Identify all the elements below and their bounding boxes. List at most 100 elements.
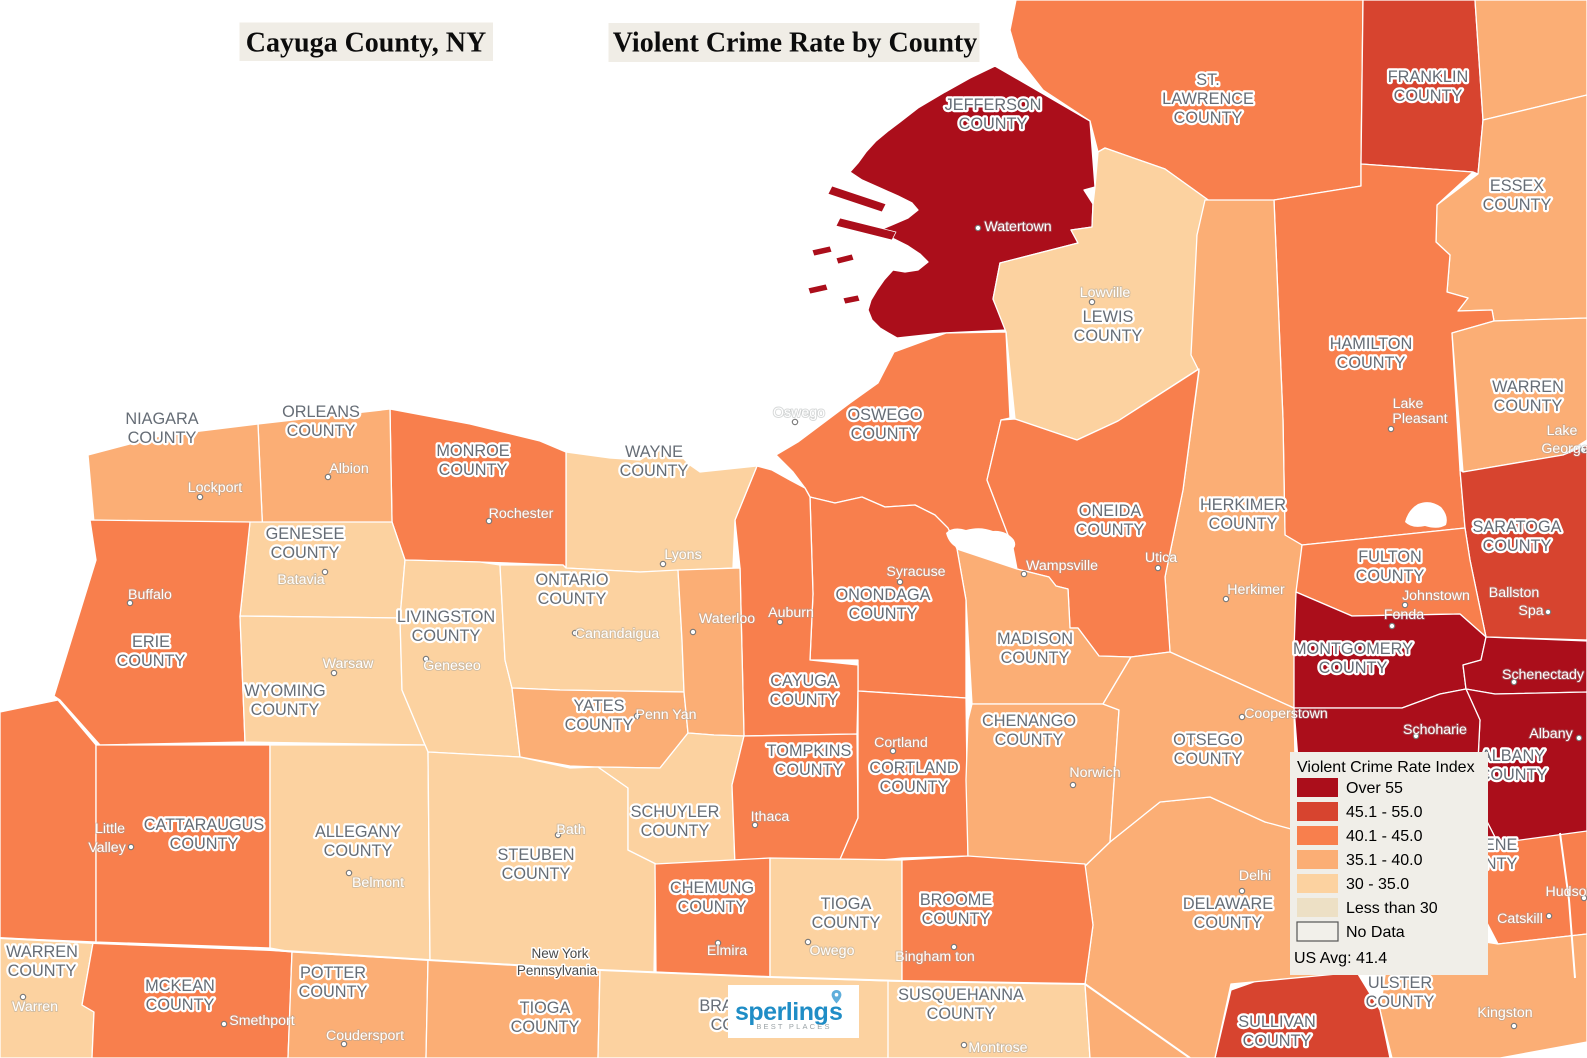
svg-text:ONONDAGA: ONONDAGA <box>836 586 931 604</box>
svg-text:COUNTY: COUNTY <box>995 731 1064 749</box>
svg-text:Violent Crime Rate by County: Violent Crime Rate by County <box>613 28 977 59</box>
svg-text:COUNTY: COUNTY <box>1076 521 1145 539</box>
svg-text:COUNTY: COUNTY <box>502 865 571 883</box>
svg-text:COUNTY: COUNTY <box>1479 766 1548 784</box>
svg-text:Over 55: Over 55 <box>1346 780 1403 797</box>
svg-text:Penn Yan: Penn Yan <box>635 707 696 723</box>
svg-text:Warsaw: Warsaw <box>323 656 374 672</box>
svg-text:Ballston: Ballston <box>1489 585 1539 601</box>
svg-text:Catskill: Catskill <box>1497 911 1543 927</box>
svg-text:LEWIS: LEWIS <box>1083 308 1134 326</box>
svg-text:New York: New York <box>531 946 588 961</box>
svg-text:ONEIDA: ONEIDA <box>1079 502 1142 520</box>
svg-text:COUNTY: COUNTY <box>1174 109 1243 127</box>
svg-text:COUNTY: COUNTY <box>1074 327 1143 345</box>
svg-text:WAYNE: WAYNE <box>625 443 683 461</box>
svg-text:ERIE: ERIE <box>132 633 170 651</box>
svg-text:ST.: ST. <box>1196 71 1220 89</box>
svg-text:COUNTY: COUNTY <box>271 544 340 562</box>
svg-text:Smethport: Smethport <box>229 1013 295 1029</box>
svg-text:COUNTY: COUNTY <box>287 422 356 440</box>
svg-text:MONROE: MONROE <box>436 442 509 460</box>
svg-text:ORLEANS: ORLEANS <box>282 403 360 421</box>
svg-text:Oswego: Oswego <box>773 405 825 421</box>
svg-text:s: s <box>829 998 843 1026</box>
svg-text:MCKEAN: MCKEAN <box>145 977 215 995</box>
svg-text:COUNTY: COUNTY <box>439 461 508 479</box>
svg-text:George: George <box>1541 441 1587 457</box>
svg-text:CHEMUNG: CHEMUNG <box>670 879 754 897</box>
svg-text:Rochester: Rochester <box>489 506 554 522</box>
svg-text:COUNTY: COUNTY <box>1394 87 1463 105</box>
svg-text:Kingston: Kingston <box>1477 1005 1532 1021</box>
svg-text:ULSTER: ULSTER <box>1368 974 1432 992</box>
svg-text:COUNTY: COUNTY <box>1243 1032 1312 1050</box>
svg-text:FULTON: FULTON <box>1358 548 1422 566</box>
svg-text:Albion: Albion <box>329 461 368 477</box>
svg-text:Spa: Spa <box>1518 603 1543 619</box>
svg-text:COUNTY: COUNTY <box>1337 354 1406 372</box>
svg-text:STEUBEN: STEUBEN <box>498 846 575 864</box>
svg-text:COUNTY: COUNTY <box>641 822 710 840</box>
svg-text:COUNTY: COUNTY <box>880 778 949 796</box>
svg-text:NIAGARA: NIAGARA <box>125 410 198 428</box>
svg-text:ESSEX: ESSEX <box>1490 177 1544 195</box>
svg-text:Ithaca: Ithaca <box>751 809 790 825</box>
svg-text:CATTARAUGUS: CATTARAUGUS <box>144 816 265 834</box>
svg-text:SARATOGA: SARATOGA <box>1473 518 1562 536</box>
svg-text:40.1 - 45.0: 40.1 - 45.0 <box>1346 828 1423 845</box>
svg-text:DELAWARE: DELAWARE <box>1183 895 1273 913</box>
svg-text:sperling: sperling <box>735 998 828 1026</box>
svg-text:WARREN: WARREN <box>6 943 78 961</box>
svg-text:35.1 - 40.0: 35.1 - 40.0 <box>1346 852 1423 869</box>
svg-text:Bingham ton: Bingham ton <box>895 949 975 965</box>
svg-text:ALLEGANY: ALLEGANY <box>315 823 401 841</box>
svg-text:Waterloo: Waterloo <box>699 611 755 627</box>
svg-text:COUNTY: COUNTY <box>1174 750 1243 768</box>
svg-text:Elmira: Elmira <box>707 943 747 959</box>
svg-text:YATES: YATES <box>574 697 625 715</box>
svg-text:SUSQUEHANNA: SUSQUEHANNA <box>898 986 1024 1004</box>
svg-text:COUNTY: COUNTY <box>299 983 368 1001</box>
svg-text:Albany: Albany <box>1529 726 1573 742</box>
svg-text:COUNTY: COUNTY <box>251 701 320 719</box>
svg-text:COUNTY: COUNTY <box>146 996 215 1014</box>
svg-text:FRANKLIN: FRANKLIN <box>1388 68 1469 86</box>
svg-text:COUNTY: COUNTY <box>812 914 881 932</box>
svg-text:Fonda: Fonda <box>1384 607 1424 623</box>
svg-text:HAMILTON: HAMILTON <box>1330 335 1413 353</box>
svg-text:COUNTY: COUNTY <box>1209 515 1278 533</box>
svg-text:Lyons: Lyons <box>664 547 701 563</box>
svg-text:Delhi: Delhi <box>1239 868 1271 884</box>
svg-text:Little: Little <box>95 821 125 837</box>
svg-text:ONTARIO: ONTARIO <box>536 571 609 589</box>
svg-text:COUNTY: COUNTY <box>678 898 747 916</box>
svg-text:Owego: Owego <box>810 943 855 959</box>
svg-text:COUNTY: COUNTY <box>1356 567 1425 585</box>
svg-text:COUNTY: COUNTY <box>922 910 991 928</box>
svg-text:COUNTY: COUNTY <box>775 761 844 779</box>
svg-text:COUNTY: COUNTY <box>770 691 839 709</box>
svg-text:Wampsville: Wampsville <box>1026 558 1098 574</box>
svg-text:Coudersport: Coudersport <box>326 1028 404 1044</box>
svg-text:COUNTY: COUNTY <box>324 842 393 860</box>
svg-text:COUNTY: COUNTY <box>927 1005 996 1023</box>
svg-text:Violent Crime Rate Index: Violent Crime Rate Index <box>1297 759 1475 776</box>
svg-text:Cooperstown: Cooperstown <box>1244 706 1328 722</box>
svg-text:Batavia: Batavia <box>277 572 324 588</box>
svg-text:Belmont: Belmont <box>352 875 404 891</box>
svg-text:COUNTY: COUNTY <box>1494 397 1563 415</box>
svg-text:COUNTY: COUNTY <box>511 1018 580 1036</box>
svg-text:COUNTY: COUNTY <box>959 115 1028 133</box>
svg-text:Cortland: Cortland <box>874 735 928 751</box>
svg-text:COUNTY: COUNTY <box>8 962 77 980</box>
svg-text:Auburn: Auburn <box>768 605 814 621</box>
svg-text:Geneseo: Geneseo <box>423 658 481 674</box>
svg-text:OSWEGO: OSWEGO <box>847 406 922 424</box>
svg-text:WARREN: WARREN <box>1492 378 1564 396</box>
svg-text:COUNTY: COUNTY <box>1366 993 1435 1011</box>
svg-text:Pleasant: Pleasant <box>1392 411 1447 427</box>
svg-text:Valley: Valley <box>88 840 126 856</box>
svg-text:TOMPKINS: TOMPKINS <box>767 742 852 760</box>
svg-text:TIOGA: TIOGA <box>821 895 872 913</box>
